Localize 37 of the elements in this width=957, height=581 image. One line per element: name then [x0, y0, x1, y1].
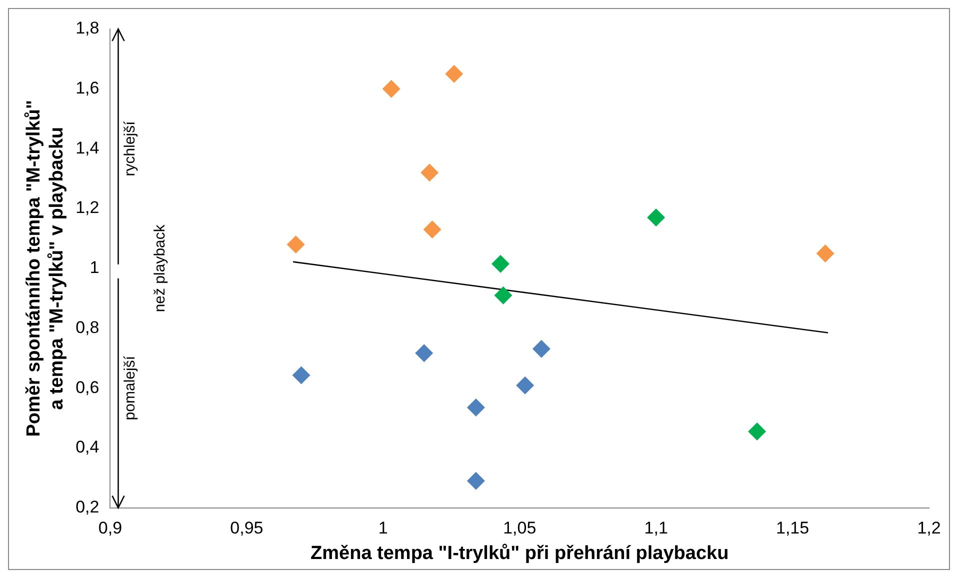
point — [423, 220, 442, 238]
x-tick-label: 0,95 — [230, 518, 264, 538]
y-tick-label: 0,4 — [76, 438, 100, 457]
y-tick-label: 1,8 — [76, 18, 100, 38]
point — [445, 64, 464, 83]
y-tick-label: 1,2 — [76, 198, 100, 218]
point — [382, 80, 400, 98]
point — [494, 286, 512, 304]
x-tick-label: 1,1 — [644, 518, 668, 538]
x-tick-label: 1,15 — [776, 518, 810, 538]
y-axis-title: Poměr spontánního tempa "M-trylků" a tempa "M-trylků" v playbacku — [24, 100, 68, 437]
y-tick-label: 1,4 — [76, 138, 100, 158]
y-tick-label: 0,6 — [76, 378, 100, 397]
point — [466, 398, 485, 417]
x-tick-label: 1 — [378, 518, 388, 538]
y-tick-label: 0,8 — [76, 318, 100, 337]
y-tick-label: 1 — [90, 258, 100, 278]
point — [466, 472, 485, 490]
point — [816, 244, 834, 262]
point — [532, 340, 550, 358]
point — [516, 376, 534, 394]
annotation: než playback — [151, 224, 168, 312]
point — [420, 164, 439, 182]
annotation: rychlejší — [121, 120, 138, 176]
point — [748, 422, 766, 440]
y-tick-label: 1,6 — [76, 78, 100, 98]
x-axis-title: Změna tempa "I-trylků" při přehrání playbacku — [310, 542, 729, 564]
point — [415, 344, 434, 362]
point — [492, 254, 510, 273]
x-tick-label: 1,05 — [503, 518, 536, 538]
annotation: pomalejší — [121, 355, 138, 420]
point — [647, 208, 666, 227]
x-tick-label: 1,2 — [917, 518, 941, 538]
point — [286, 235, 305, 254]
x-tick-label: 0,9 — [98, 518, 122, 538]
point — [292, 366, 310, 384]
y-tick-label: 0,2 — [76, 497, 100, 516]
